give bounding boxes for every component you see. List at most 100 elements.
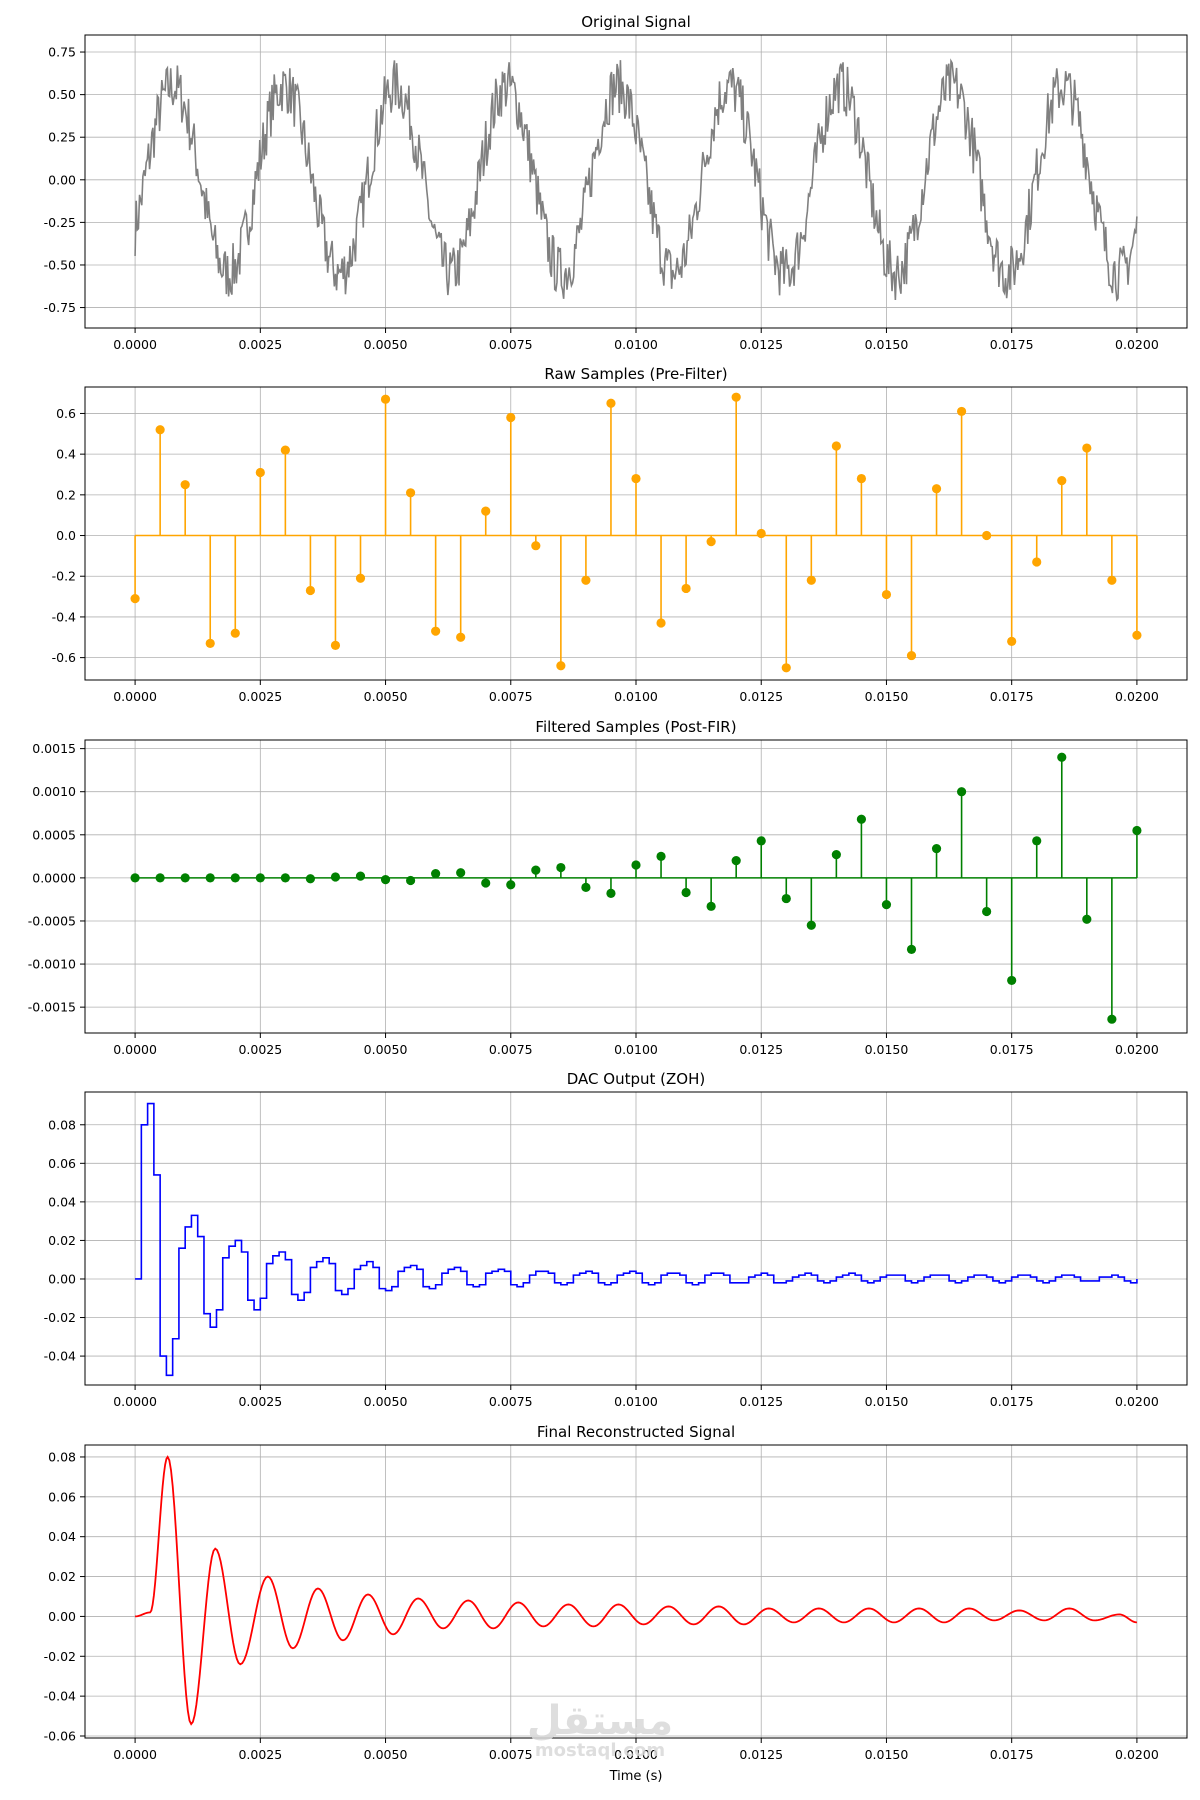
y-tick-label: 0.75	[48, 45, 76, 60]
panel-title: Original Signal	[581, 13, 691, 31]
watermark-arabic: مستقل	[526, 1698, 674, 1744]
x-tick-label: 0.0000	[113, 1042, 157, 1057]
stem-marker	[1057, 752, 1067, 762]
panel-title: Raw Samples (Pre-Filter)	[544, 365, 727, 383]
stem-marker	[606, 888, 616, 898]
stem-marker	[230, 873, 240, 883]
series	[135, 1455, 1137, 1726]
x-tick-label: 0.0075	[489, 1042, 533, 1057]
y-tick-label: 0.6	[56, 406, 76, 421]
x-tick-label: 0.0125	[739, 1042, 783, 1057]
x-tick-label: 0.0100	[614, 689, 658, 704]
stem-marker	[656, 618, 666, 628]
x-tick-label: 0.0050	[364, 689, 408, 704]
panel-4: DAC Output (ZOH) 0.0000 0.0025 0.0050 0.0075…	[44, 1070, 1188, 1409]
axes-frame	[84, 739, 1188, 1034]
stem-marker	[881, 589, 892, 600]
x-tick-label: 0.0000	[113, 1394, 157, 1409]
axes-frame	[84, 1091, 1188, 1386]
watermark-latin: mostaql.com	[534, 1740, 666, 1761]
stem-marker	[681, 583, 691, 594]
panel-title: Final Reconstructed Signal	[537, 1423, 735, 1441]
stem-marker	[255, 873, 265, 883]
x-tick-label: 0.0075	[489, 337, 533, 352]
x-tick-label: 0.0125	[739, 1747, 783, 1762]
y-tick-label: -0.0015	[28, 1000, 76, 1015]
y-tick-label: 0.0005	[32, 827, 76, 842]
x-tick-label: 0.0075	[489, 1394, 533, 1409]
y-tick-label: 0.02	[48, 1233, 76, 1248]
panel-1: Original Signal 0.0000 0.0025 0.0050 0.0075 0…	[44, 13, 1188, 352]
stem-marker	[456, 868, 466, 878]
stem-marker	[531, 541, 541, 551]
stem-marker	[681, 887, 691, 898]
y-tick-label: 0.04	[48, 1194, 76, 1209]
stem-marker	[806, 575, 816, 585]
stem-marker	[255, 467, 265, 478]
x-tick-label: 0.0050	[364, 1394, 408, 1409]
x-tick-label: 0.0200	[1115, 689, 1159, 704]
stem-marker	[330, 872, 341, 882]
stem-marker	[1132, 630, 1142, 640]
stem-marker	[1132, 825, 1142, 836]
y-tick-label: -0.04	[44, 1349, 76, 1364]
stem-marker	[405, 875, 416, 886]
x-tick-label: 0.0200	[1115, 1747, 1159, 1762]
x-tick-label: 0.0125	[739, 337, 783, 352]
series	[134, 58, 1138, 302]
y-tick-label: -0.06	[44, 1729, 76, 1744]
y-tick-label: 0.0000	[32, 870, 76, 885]
x-tick-label: 0.0100	[614, 1042, 658, 1057]
x-tick-label: 0.0000	[113, 689, 157, 704]
y-tick-label: 0.00	[48, 1609, 76, 1624]
stem-marker	[631, 860, 641, 870]
y-tick-label: 0.02	[48, 1569, 76, 1584]
stem-marker	[706, 537, 716, 547]
x-tick-label: 0.0150	[865, 689, 909, 704]
stem-marker	[431, 626, 441, 636]
panel-5: Final Reconstructed Signal 0.0000 0.0025 0.…	[44, 1423, 1188, 1784]
stem-marker	[531, 865, 541, 875]
y-tick-label: 0.50	[48, 87, 76, 102]
x-axis-label: Time (s)	[609, 1769, 663, 1784]
x-tick-label: 0.0025	[238, 689, 282, 704]
stem-marker	[380, 394, 391, 404]
stem-marker	[456, 632, 466, 642]
stem-marker	[330, 640, 341, 651]
stem-marker	[1007, 636, 1017, 646]
reconstructed-signal-line	[135, 1455, 1137, 1726]
stem-marker	[230, 628, 240, 638]
series	[130, 752, 1142, 1024]
x-tick-label: 0.0100	[614, 337, 658, 352]
stem-marker	[280, 445, 290, 455]
stem-marker	[380, 875, 391, 885]
y-tick-label: 0.0	[56, 528, 76, 543]
stem-marker	[806, 920, 816, 930]
stem-marker	[305, 874, 316, 884]
stem-marker	[956, 787, 967, 797]
x-tick-label: 0.0075	[489, 1747, 533, 1762]
stem-marker	[931, 843, 942, 854]
stem-marker	[1032, 557, 1042, 567]
stem-marker	[1057, 475, 1067, 486]
stem-marker	[1032, 836, 1042, 846]
x-tick-label: 0.0025	[238, 1042, 282, 1057]
x-tick-label: 0.0100	[614, 1394, 658, 1409]
y-tick-label: 0.06	[48, 1489, 76, 1504]
stem-marker	[881, 899, 892, 910]
x-tick-label: 0.0150	[865, 1394, 909, 1409]
stem-marker	[856, 473, 867, 484]
stem-marker	[906, 650, 917, 661]
y-tick-label: 0.25	[48, 130, 76, 145]
y-tick-label: 0.08	[48, 1117, 76, 1132]
x-tick-label: 0.0050	[364, 1747, 408, 1762]
stem-marker	[1082, 914, 1092, 924]
stem-marker	[581, 575, 591, 585]
stem-marker	[906, 944, 917, 955]
dac-step-line	[135, 1102, 1138, 1377]
y-tick-label: -0.75	[44, 300, 76, 315]
stem-marker	[130, 594, 140, 604]
x-tick-label: 0.0050	[364, 337, 408, 352]
stem-marker	[706, 901, 716, 911]
stem-marker	[205, 873, 215, 883]
